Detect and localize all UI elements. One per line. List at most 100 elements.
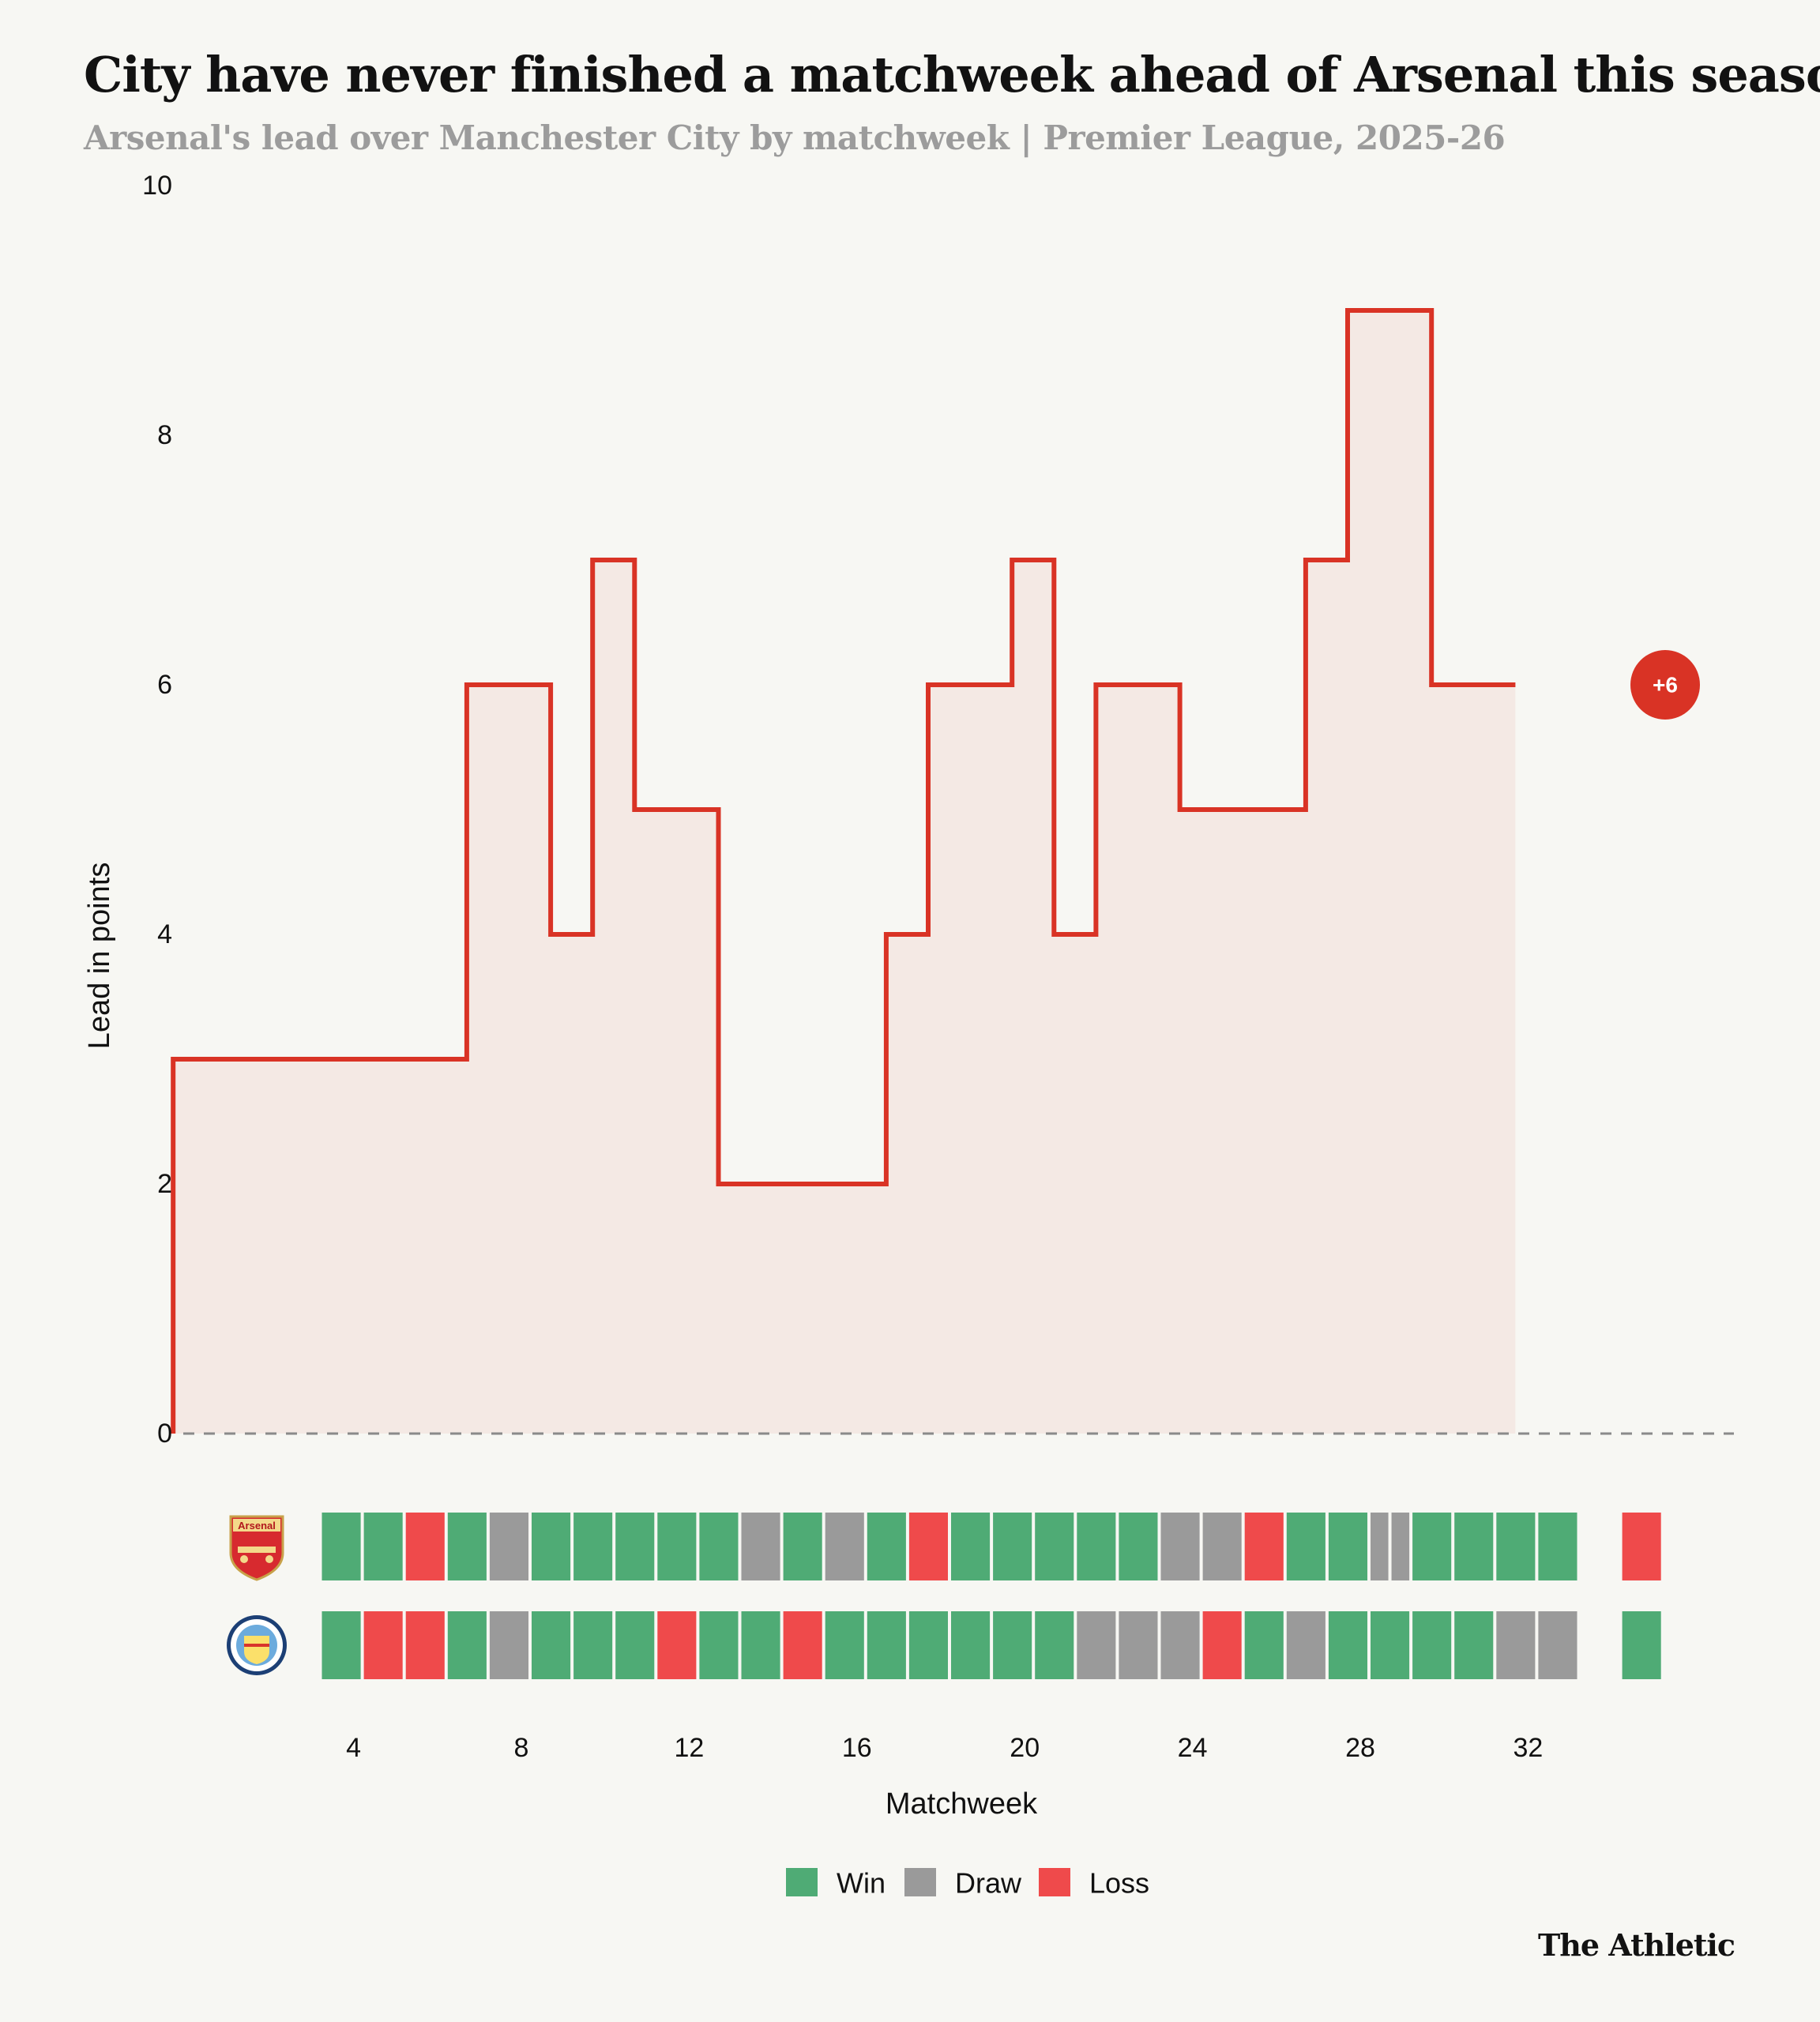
result-square <box>615 1611 655 1679</box>
arsenal-crest-label: Arsenal <box>238 1520 276 1532</box>
chart-title: City have never finished a matchweek ahe… <box>84 46 1820 103</box>
result-square <box>867 1513 906 1580</box>
x-tick-label: 32 <box>1513 1733 1543 1763</box>
y-tick-label: 10 <box>142 171 172 201</box>
result-square <box>532 1611 571 1679</box>
legend-swatch-loss <box>1039 1868 1070 1896</box>
x-tick-label: 16 <box>842 1733 872 1763</box>
result-square <box>615 1513 655 1580</box>
result-square <box>405 1513 445 1580</box>
y-tick-label: 2 <box>157 1169 172 1199</box>
lead-step-line <box>171 308 1516 1434</box>
result-square <box>1454 1513 1494 1580</box>
result-square <box>322 1611 361 1679</box>
result-square <box>1328 1513 1367 1580</box>
x-tick-label: 12 <box>674 1733 704 1763</box>
y-tick-label: 0 <box>157 1419 172 1449</box>
result-square <box>489 1611 528 1679</box>
chart-subtitle: Arsenal's lead over Manchester City by m… <box>84 118 1506 157</box>
result-square <box>908 1611 948 1679</box>
x-tick-label: 28 <box>1345 1733 1375 1763</box>
result-square <box>951 1611 991 1679</box>
result-square <box>1412 1513 1452 1580</box>
result-square <box>1160 1513 1200 1580</box>
result-square <box>1371 1611 1410 1679</box>
end-marker-label: +6 <box>1653 673 1678 697</box>
x-tick-label: 20 <box>1010 1733 1040 1763</box>
result-square <box>1202 1513 1242 1580</box>
result-square <box>951 1513 991 1580</box>
end-marker: +6 <box>1630 650 1700 720</box>
result-square <box>1391 1513 1410 1580</box>
result-square <box>489 1513 528 1580</box>
result-square <box>699 1611 739 1679</box>
result-square <box>1160 1611 1200 1679</box>
result-square <box>1119 1611 1158 1679</box>
y-axis-label: Lead in points <box>83 863 116 1050</box>
y-tick-label: 8 <box>157 420 172 450</box>
result-square <box>867 1611 906 1679</box>
result-square <box>1119 1513 1158 1580</box>
result-square <box>783 1513 822 1580</box>
result-square <box>1538 1611 1577 1679</box>
lead-area-fill <box>173 310 1516 1434</box>
x-tick-label: 24 <box>1178 1733 1208 1763</box>
result-square <box>447 1513 487 1580</box>
y-axis: 0 2 4 6 8 10 <box>142 171 172 1449</box>
result-square <box>573 1611 613 1679</box>
arsenal-crest-icon: Arsenal <box>229 1515 284 1581</box>
result-square <box>741 1611 780 1679</box>
arsenal-results-row <box>322 1513 1661 1580</box>
end-marker-circle <box>1630 650 1700 720</box>
result-square <box>1244 1513 1284 1580</box>
result-square <box>993 1513 1032 1580</box>
result-square <box>405 1611 445 1679</box>
result-square <box>1035 1513 1074 1580</box>
result-square <box>1286 1513 1326 1580</box>
result-square <box>1077 1513 1116 1580</box>
legend-label-win: Win <box>837 1867 886 1900</box>
x-tick-label: 4 <box>346 1733 361 1763</box>
result-square <box>657 1611 697 1679</box>
legend: Win Draw Loss <box>786 1867 1149 1900</box>
result-square <box>1412 1611 1452 1679</box>
y-tick-label: 4 <box>157 919 172 949</box>
legend-label-draw: Draw <box>955 1867 1022 1900</box>
result-square <box>741 1513 780 1580</box>
x-tick-label: 8 <box>514 1733 529 1763</box>
result-square <box>657 1513 697 1580</box>
result-square <box>1496 1611 1536 1679</box>
lead-line <box>171 308 1516 1434</box>
result-square <box>447 1611 487 1679</box>
legend-swatch-win <box>786 1868 818 1896</box>
result-square <box>825 1513 864 1580</box>
result-square <box>1454 1611 1494 1679</box>
lead-area <box>173 310 1516 1434</box>
x-axis-label: Matchweek <box>886 1787 1038 1821</box>
result-square <box>1622 1611 1661 1679</box>
result-square <box>363 1513 403 1580</box>
result-square <box>322 1513 361 1580</box>
result-square <box>1371 1513 1389 1580</box>
x-axis: 4 8 12 16 20 24 28 32 <box>346 1733 1543 1763</box>
legend-swatch-draw <box>904 1868 936 1896</box>
result-square <box>1202 1611 1242 1679</box>
result-square <box>573 1513 613 1580</box>
result-square <box>825 1611 864 1679</box>
result-square <box>1328 1611 1367 1679</box>
result-square <box>1077 1611 1116 1679</box>
result-square <box>908 1513 948 1580</box>
result-square <box>363 1611 403 1679</box>
result-square <box>783 1611 822 1679</box>
brand-logo: The Athletic <box>1537 1927 1735 1963</box>
result-square <box>699 1513 739 1580</box>
manchester-city-crest-icon <box>227 1615 287 1675</box>
result-square <box>1496 1513 1536 1580</box>
result-square <box>1244 1611 1284 1679</box>
city-results-row <box>322 1611 1661 1679</box>
result-square <box>993 1611 1032 1679</box>
result-square <box>532 1513 571 1580</box>
y-tick-label: 6 <box>157 670 172 700</box>
